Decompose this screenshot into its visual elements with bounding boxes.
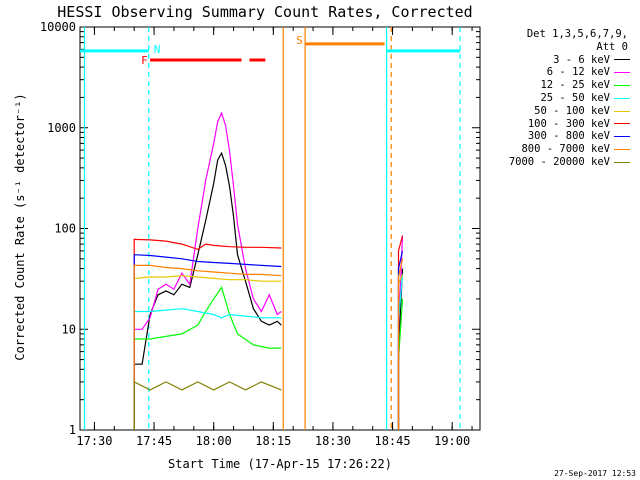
legend-item: 12 - 25 keV — [480, 79, 640, 92]
legend-label: 50 - 100 keV — [534, 104, 610, 117]
generation-timestamp: 27-Sep-2017 12:53 — [554, 469, 636, 478]
x-tick-label: 19:00 — [434, 434, 470, 448]
y-tick-label: 10000 — [40, 20, 76, 34]
axis-ticks: 17:30 17:45 18:00 18:15 18:30 18:45 19:00 1 10 10… — [40, 20, 480, 448]
legend-item: 100 - 300 keV — [480, 118, 640, 131]
y-tick-label: 1 — [69, 423, 76, 437]
legend-label: 7000 - 20000 keV — [508, 155, 610, 168]
y-axis-label: Corrected Count Rate (s⁻¹ detector⁻¹) — [13, 93, 27, 360]
x-tick-label: 18:30 — [315, 434, 351, 448]
legend-item: 50 - 100 keV — [480, 105, 640, 118]
legend-label: 800 - 7000 keV — [521, 143, 610, 156]
legend-swatch — [614, 97, 630, 99]
x-tick-label: 18:45 — [374, 434, 410, 448]
legend-label: 6 - 12 keV — [546, 66, 610, 79]
series-line — [133, 264, 282, 430]
legend-item: 7000 - 20000 keV — [480, 156, 640, 169]
series-line — [397, 258, 404, 430]
legend-label: 25 - 50 keV — [540, 91, 610, 104]
series-line — [133, 380, 282, 430]
legend-swatch — [614, 110, 630, 112]
legend-item: 6 - 12 keV — [480, 66, 640, 79]
x-tick-label: 17:45 — [136, 434, 172, 448]
legend-label: 12 - 25 keV — [540, 79, 610, 92]
x-tick-label: 17:30 — [76, 434, 112, 448]
legend-header-detectors: Det 1,3,5,6,7,9, — [526, 28, 628, 40]
legend-label: 3 - 6 keV — [553, 53, 610, 66]
legend-item: 800 - 7000 keV — [480, 143, 640, 156]
y-tick-label: 1000 — [47, 121, 76, 135]
x-tick-label: 18:00 — [196, 434, 232, 448]
legend-swatch — [614, 136, 630, 138]
series-line — [133, 275, 282, 430]
series-line — [133, 286, 282, 430]
legend: Det 1,3,5,6,7,9, Att 0 3 - 6 keV 6 - 12 k… — [480, 28, 640, 169]
series-line — [133, 238, 282, 430]
flag-label: N — [154, 43, 161, 56]
series-line — [133, 151, 282, 430]
y-tick-label: 10 — [62, 322, 76, 336]
flag-bars: NF S — [80, 34, 461, 67]
x-axis-label: Start Time (17-Apr-15 17:26:22) — [168, 457, 392, 471]
vertical-markers — [83, 27, 461, 430]
flag-label: F — [141, 54, 148, 67]
plot-axes — [79, 26, 481, 431]
flag-label: S — [296, 34, 303, 47]
legend-swatch — [614, 59, 630, 61]
legend-label: 300 - 800 keV — [527, 130, 610, 143]
legend-swatch — [614, 149, 630, 151]
legend-item: 300 - 800 keV — [480, 130, 640, 143]
legend-item: 3 - 6 keV — [480, 54, 640, 67]
legend-swatch — [614, 161, 630, 163]
legend-swatch — [614, 85, 630, 87]
series-line — [133, 308, 282, 430]
legend-item: 25 - 50 keV — [480, 92, 640, 105]
legend-label: 100 - 300 keV — [527, 117, 610, 130]
series-line — [133, 111, 282, 430]
series-line — [133, 254, 282, 430]
data-series — [133, 111, 404, 430]
chart-title: HESSI Observing Summary Count Rates, Cor… — [57, 3, 472, 21]
legend-header-attenuator: Att 0 — [596, 40, 628, 53]
legend-swatch — [614, 72, 630, 74]
y-tick-label: 100 — [54, 222, 76, 236]
legend-swatch — [614, 123, 630, 125]
x-tick-label: 18:15 — [255, 434, 291, 448]
plot-frame — [79, 26, 481, 431]
